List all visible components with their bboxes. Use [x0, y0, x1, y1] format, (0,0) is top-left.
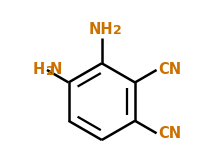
Text: CN: CN — [158, 126, 181, 141]
Text: 2: 2 — [46, 65, 55, 78]
Text: 2: 2 — [113, 24, 122, 37]
Text: CN: CN — [158, 62, 181, 77]
Text: H: H — [33, 62, 45, 77]
Text: N: N — [50, 62, 62, 77]
Text: NH: NH — [89, 22, 113, 37]
